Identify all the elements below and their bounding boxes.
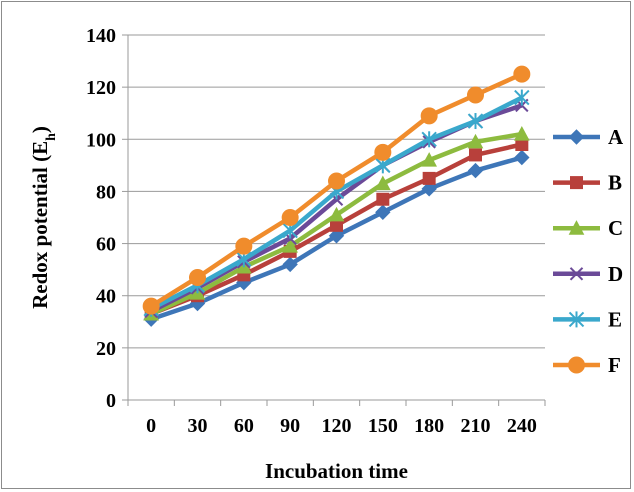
series-f-point bbox=[328, 172, 345, 190]
legend-label-b: B bbox=[608, 171, 622, 195]
x-tick-label: 150 bbox=[368, 415, 398, 437]
legend-label-c: C bbox=[608, 216, 623, 240]
legend-marker-e bbox=[568, 311, 585, 328]
series-c-point bbox=[282, 238, 299, 253]
x-tick-label: 90 bbox=[280, 415, 300, 437]
series-a-point bbox=[328, 228, 345, 244]
x-tick-label: 210 bbox=[461, 415, 491, 437]
y-tick-label: 20 bbox=[96, 338, 116, 360]
legend-marker-b bbox=[570, 176, 583, 190]
y-tick-label: 140 bbox=[86, 25, 116, 47]
series-f-point bbox=[513, 65, 531, 83]
series-c-point bbox=[421, 152, 438, 167]
x-axis-title: Incubation time bbox=[265, 459, 408, 483]
y-axis-title: Redox potential (Eh) bbox=[28, 126, 59, 309]
x-tick-label: 120 bbox=[322, 415, 352, 437]
series-a-point bbox=[375, 204, 391, 220]
series-c-point bbox=[328, 206, 345, 222]
y-tick-label: 100 bbox=[86, 129, 116, 151]
series-c-point bbox=[467, 133, 484, 149]
series-line-e bbox=[150, 95, 523, 311]
x-tick-label: 240 bbox=[507, 415, 537, 437]
series-c-point bbox=[374, 175, 391, 191]
series-b-point bbox=[422, 171, 436, 185]
series-b-point bbox=[376, 192, 390, 206]
series-f-point bbox=[189, 268, 206, 286]
series-f-point bbox=[235, 237, 253, 255]
legend-label-f: F bbox=[608, 353, 621, 377]
y-tick-label: 120 bbox=[86, 77, 116, 99]
y-tick-label: 0 bbox=[106, 390, 116, 412]
legend-marker-f bbox=[568, 356, 585, 374]
series-a-point bbox=[282, 256, 298, 273]
x-tick-label: 60 bbox=[234, 415, 254, 437]
series-f-point bbox=[374, 143, 392, 161]
series-b-point bbox=[469, 148, 482, 162]
x-tick-label: 0 bbox=[146, 415, 156, 437]
legend-marker-c bbox=[568, 220, 585, 235]
series-f-point bbox=[467, 86, 484, 104]
y-tick-label: 40 bbox=[96, 286, 116, 308]
y-tick-label: 80 bbox=[96, 181, 116, 203]
x-tick-label: 180 bbox=[414, 415, 444, 437]
series-f-point bbox=[142, 297, 160, 315]
series-a-point bbox=[514, 149, 530, 166]
series-a-point bbox=[421, 181, 437, 197]
series-c-point bbox=[513, 126, 530, 141]
series-f-point bbox=[281, 209, 299, 226]
series-e-point bbox=[421, 131, 437, 148]
series-e-point bbox=[467, 113, 484, 130]
legend-label-e: E bbox=[608, 307, 622, 331]
legend-label-a: A bbox=[608, 125, 624, 149]
y-tick-label: 60 bbox=[96, 234, 116, 256]
legend-marker-a bbox=[568, 129, 585, 145]
series-e-point bbox=[514, 89, 530, 106]
series-a-point bbox=[467, 162, 484, 179]
series-f-point bbox=[420, 107, 438, 125]
legend-marker-d bbox=[569, 267, 584, 281]
x-tick-label: 30 bbox=[188, 415, 208, 437]
legend-label-d: D bbox=[608, 262, 623, 286]
